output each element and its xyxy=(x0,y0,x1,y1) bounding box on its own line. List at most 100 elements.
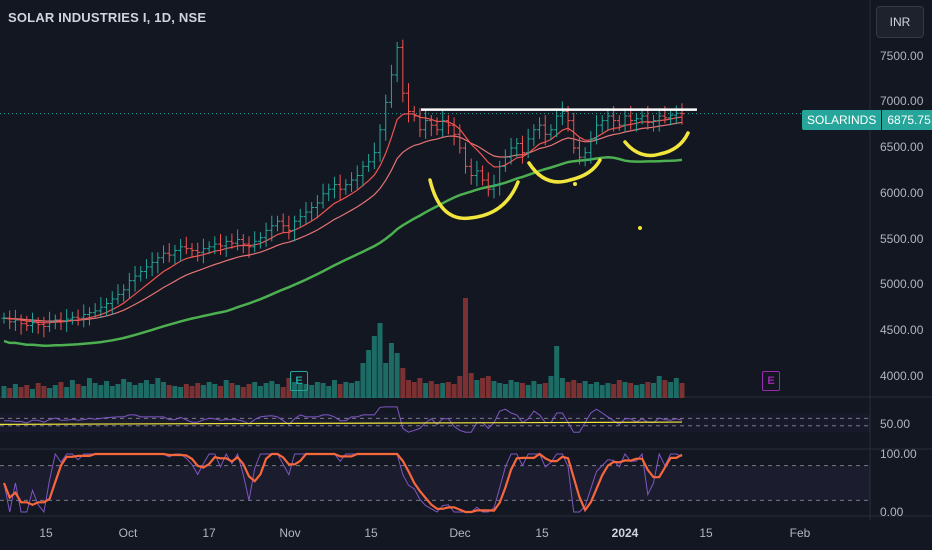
volume-bar xyxy=(491,381,497,398)
volume-bar xyxy=(331,380,337,398)
volume-bar xyxy=(548,376,554,398)
time-tick-label: 15 xyxy=(39,526,53,540)
volume-bar xyxy=(611,384,617,398)
price-tag-symbol: SOLARINDS xyxy=(802,110,882,130)
price-tag-value: 6875.75 xyxy=(881,110,932,130)
volume-bar xyxy=(519,383,525,398)
price-tick-label: 4000.00 xyxy=(880,368,924,383)
volume-bar xyxy=(651,383,657,398)
volume-bar xyxy=(104,381,110,398)
earnings-marker[interactable]: E xyxy=(290,371,308,391)
volume-bar xyxy=(360,363,366,398)
volume-bar xyxy=(155,378,161,398)
volume-bar xyxy=(132,385,138,398)
volume-bar xyxy=(18,387,24,398)
volume-bar xyxy=(440,383,446,398)
volume-bar xyxy=(195,383,201,398)
time-tick-label: 15 xyxy=(364,526,378,540)
currency-button[interactable]: INR xyxy=(876,6,924,38)
ema-20-line xyxy=(3,121,683,322)
volume-bar xyxy=(126,382,132,398)
volume-bar xyxy=(235,385,241,398)
volume-bar xyxy=(223,380,229,398)
volume-bar xyxy=(166,385,172,398)
volume-bar xyxy=(29,389,35,398)
volume-bar xyxy=(200,385,206,398)
volume-bar xyxy=(645,382,651,398)
volume-bar xyxy=(303,384,309,398)
volume-bar xyxy=(622,382,628,398)
volume-bar xyxy=(411,382,417,398)
chart-title: SOLAR INDUSTRIES I, 1D, NSE xyxy=(8,10,207,25)
volume-bar xyxy=(383,363,389,398)
earnings-marker[interactable]: E xyxy=(762,371,780,391)
last-price-tag: SOLARINDS 6875.75 xyxy=(802,110,932,130)
volume-bar xyxy=(406,380,412,398)
volume-bar xyxy=(326,386,332,398)
volume-bar xyxy=(314,382,320,398)
volume-bar xyxy=(269,381,275,398)
cup-annotation xyxy=(527,158,602,184)
volume-bar xyxy=(12,384,18,398)
volume-bar xyxy=(605,383,611,398)
volume-bar xyxy=(633,385,639,398)
volume-bar xyxy=(582,381,588,398)
volume-bar xyxy=(525,385,531,398)
volume-bar xyxy=(240,387,246,398)
volume-bar xyxy=(565,382,571,398)
time-tick-label: Dec xyxy=(449,526,471,540)
cup-annotation xyxy=(623,131,690,158)
volume-bar xyxy=(594,382,600,398)
stoch-tick-label: 100.00 xyxy=(880,447,917,461)
sma-long-line xyxy=(3,156,683,347)
volume-bar xyxy=(377,323,383,398)
volume-bar xyxy=(423,383,429,398)
stoch-tick-label: 0.00 xyxy=(880,505,904,519)
rsi-tick-label: 50.00 xyxy=(880,417,911,431)
volume-bar xyxy=(41,386,47,398)
volume-bar xyxy=(588,384,594,398)
volume-bar xyxy=(263,383,269,398)
price-tick-label: 6500.00 xyxy=(880,140,924,155)
time-tick-label: 15 xyxy=(699,526,713,540)
volume-bar xyxy=(616,380,622,398)
volume-bar xyxy=(668,382,674,398)
volume-bar xyxy=(679,383,685,398)
volume-bar xyxy=(628,383,634,398)
volume-bar xyxy=(428,381,434,398)
volume-bar xyxy=(394,353,400,398)
volume-bar xyxy=(86,378,92,398)
volume-bar xyxy=(98,385,104,398)
volume-bar xyxy=(178,387,184,398)
volume-bar xyxy=(286,378,292,398)
volume-bar xyxy=(400,368,406,398)
volume-bar xyxy=(485,376,491,398)
volume-bar xyxy=(343,382,349,398)
price-tick-label: 7500.00 xyxy=(880,48,924,63)
time-tick-label: Nov xyxy=(279,526,301,540)
volume-bar xyxy=(69,380,75,398)
volume-bar xyxy=(559,378,565,398)
volume-bar xyxy=(388,343,394,398)
volume-bar xyxy=(212,384,218,398)
volume-bar xyxy=(64,387,70,398)
price-tick-label: 5000.00 xyxy=(880,277,924,292)
volume-bar xyxy=(1,386,7,398)
volume-bar xyxy=(457,376,463,398)
volume-bar xyxy=(349,383,355,398)
volume-bar xyxy=(462,298,468,398)
volume-bar xyxy=(514,382,520,398)
volume-bar xyxy=(189,386,195,398)
volume-bar xyxy=(252,382,258,398)
price-tick-label: 6000.00 xyxy=(880,185,924,200)
volume-bar xyxy=(52,385,58,398)
volume-bar xyxy=(337,384,343,398)
volume-bar xyxy=(206,382,212,398)
price-tick-label: 5500.00 xyxy=(880,231,924,246)
volume-bar xyxy=(35,383,41,398)
volume-bar xyxy=(451,384,457,398)
price-tick-label: 7000.00 xyxy=(880,94,924,109)
volume-bar xyxy=(576,383,582,398)
volume-bar xyxy=(599,385,605,398)
